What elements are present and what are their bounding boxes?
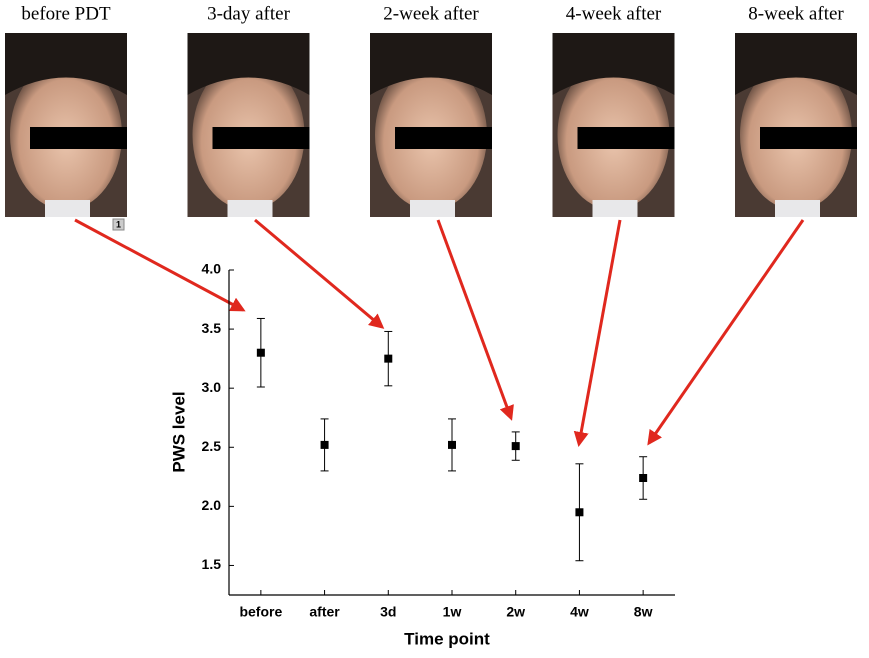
arrow [74, 218, 246, 312]
hair [187, 33, 310, 95]
x-tick-label: 3d [380, 604, 396, 620]
point [575, 508, 584, 517]
point [448, 440, 456, 449]
eye-bar [577, 127, 675, 149]
eye-bar [395, 127, 492, 149]
panel-title: 2-week after [383, 3, 479, 24]
hair [735, 33, 857, 95]
x-tick-label: 4w [570, 604, 589, 620]
collar [410, 200, 455, 217]
arrows [74, 218, 805, 447]
collar [227, 200, 273, 217]
y-tick-label: 3.5 [202, 320, 222, 336]
arrow [573, 219, 622, 447]
photo-panels: before PDT 3-day after 2-week after 4-week … [5, 3, 857, 217]
badge-box [112, 218, 125, 231]
y-tick-label: 3.0 [202, 379, 222, 395]
panel-title: 3-day after [207, 3, 290, 24]
y-tick-label: 2.5 [202, 438, 222, 454]
y-axis-label: PWS level [169, 391, 188, 472]
x-tick-label: after [309, 604, 340, 620]
arrow [254, 218, 385, 329]
y-tick-label: 1.5 [202, 556, 222, 572]
x-tick-label: 1w [443, 604, 462, 620]
arrow [647, 219, 805, 446]
point [256, 348, 265, 357]
point [384, 354, 393, 363]
eye-bar [760, 127, 857, 149]
x-tick-label: 2w [506, 604, 525, 620]
x-tick-label: before [239, 604, 282, 620]
panel-title: before PDT [21, 3, 111, 24]
eye-bar [30, 127, 127, 149]
badge: 1 [116, 219, 121, 229]
x-tick-label: 8w [634, 604, 653, 620]
hair [552, 33, 675, 95]
point [639, 474, 648, 482]
collar [592, 200, 638, 217]
hair [370, 33, 492, 95]
x-axis-label: Time point [404, 629, 490, 648]
point [511, 442, 520, 451]
arrow [436, 219, 514, 421]
y-tick-label: 2.0 [202, 497, 222, 513]
hair [5, 33, 127, 95]
collar [775, 200, 820, 217]
collar [45, 200, 90, 217]
panel-title: 8-week after [748, 3, 844, 24]
y-tick-label: 4.0 [202, 261, 222, 277]
eye-bar [212, 127, 310, 149]
panel-title: 4-week after [566, 3, 662, 24]
point [320, 440, 329, 449]
